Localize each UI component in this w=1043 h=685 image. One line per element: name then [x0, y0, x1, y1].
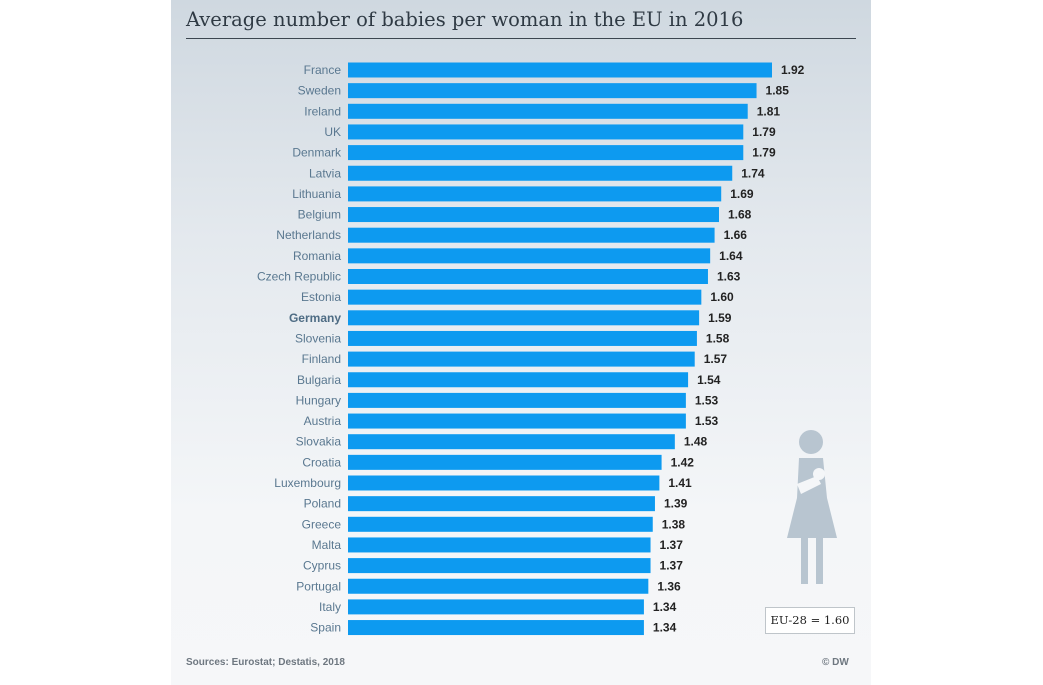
value-label: 1.59: [708, 311, 732, 325]
bar: [348, 207, 719, 223]
value-label: 1.37: [660, 538, 684, 552]
value-label: 1.63: [717, 270, 741, 284]
bar: [348, 413, 686, 429]
eu-average-box: EU-28 = 1.60: [765, 607, 855, 634]
category-label: Germany: [289, 311, 341, 325]
bar: [348, 227, 715, 243]
value-label: 1.36: [657, 579, 681, 593]
category-label: Malta: [312, 538, 342, 552]
category-label: Romania: [293, 249, 341, 263]
category-label: Bulgaria: [297, 373, 341, 387]
category-label: Sweden: [298, 84, 341, 98]
category-label: Belgium: [298, 208, 341, 222]
credit-note: © DW: [822, 657, 849, 668]
bar: [348, 372, 689, 388]
value-label: 1.66: [724, 228, 748, 242]
bar: [348, 62, 772, 78]
bar: [348, 186, 722, 202]
value-label: 1.54: [697, 373, 721, 387]
value-label: 1.57: [704, 352, 728, 366]
value-label: 1.38: [662, 517, 686, 531]
category-label: France: [304, 63, 342, 77]
category-label: Estonia: [301, 290, 341, 304]
value-label: 1.48: [684, 435, 708, 449]
value-label: 1.68: [728, 208, 752, 222]
value-label: 1.74: [741, 166, 765, 180]
category-label: Cyprus: [303, 559, 341, 573]
value-label: 1.81: [757, 104, 781, 118]
category-label: Denmark: [292, 146, 342, 160]
woman-holding-baby-icon: [787, 430, 837, 584]
bar: [348, 351, 695, 367]
value-label: 1.85: [766, 84, 790, 98]
bar: [348, 454, 662, 470]
bar: [348, 537, 651, 553]
bar: [348, 620, 644, 636]
value-label: 1.41: [668, 476, 692, 490]
bar: [348, 289, 702, 305]
category-label: Hungary: [296, 393, 341, 407]
category-label: Lithuania: [292, 187, 341, 201]
value-label: 1.42: [671, 455, 695, 469]
bar: [348, 165, 733, 181]
value-label: 1.34: [653, 600, 677, 614]
bar: [348, 103, 748, 119]
category-label: Finland: [302, 352, 341, 366]
category-label: Poland: [304, 497, 341, 511]
category-label: Netherlands: [276, 228, 341, 242]
bar: [348, 392, 686, 408]
value-label: 1.34: [653, 621, 677, 635]
category-label: Italy: [319, 600, 341, 614]
bar: [348, 310, 700, 326]
value-label: 1.64: [719, 249, 743, 263]
value-label: 1.37: [660, 559, 684, 573]
category-label: Slovakia: [296, 435, 342, 449]
bar: [348, 248, 711, 264]
bar: [348, 330, 697, 346]
value-label: 1.69: [730, 187, 754, 201]
value-label: 1.60: [710, 290, 734, 304]
value-label: 1.39: [664, 497, 688, 511]
chart-title: Average number of babies per woman in th…: [186, 8, 744, 31]
bar: [348, 496, 655, 512]
category-label: Greece: [302, 517, 342, 531]
category-label: Luxembourg: [274, 476, 341, 490]
category-label: Czech Republic: [257, 270, 341, 284]
value-label: 1.79: [752, 146, 776, 160]
category-label: Slovenia: [295, 331, 341, 345]
category-label: Croatia: [302, 455, 341, 469]
bar: [348, 578, 649, 594]
category-label: Ireland: [304, 104, 341, 118]
bar: [348, 83, 757, 99]
source-note: Sources: Eurostat; Destatis, 2018: [186, 657, 345, 668]
category-label: Austria: [304, 414, 342, 428]
bar: [348, 475, 660, 491]
category-label: Portugal: [296, 579, 341, 593]
value-label: 1.79: [752, 125, 776, 139]
bar: [348, 599, 644, 615]
category-label: Spain: [310, 621, 341, 635]
value-label: 1.58: [706, 331, 730, 345]
category-label: Latvia: [309, 166, 341, 180]
bar: [348, 124, 744, 140]
value-label: 1.53: [695, 393, 719, 407]
category-label: UK: [324, 125, 341, 139]
bar: [348, 516, 653, 532]
value-label: 1.92: [781, 63, 805, 77]
value-label: 1.53: [695, 414, 719, 428]
bar: [348, 558, 651, 574]
bar: [348, 434, 675, 450]
title-divider: [186, 38, 856, 39]
bar: [348, 269, 708, 284]
bar: [348, 145, 744, 161]
